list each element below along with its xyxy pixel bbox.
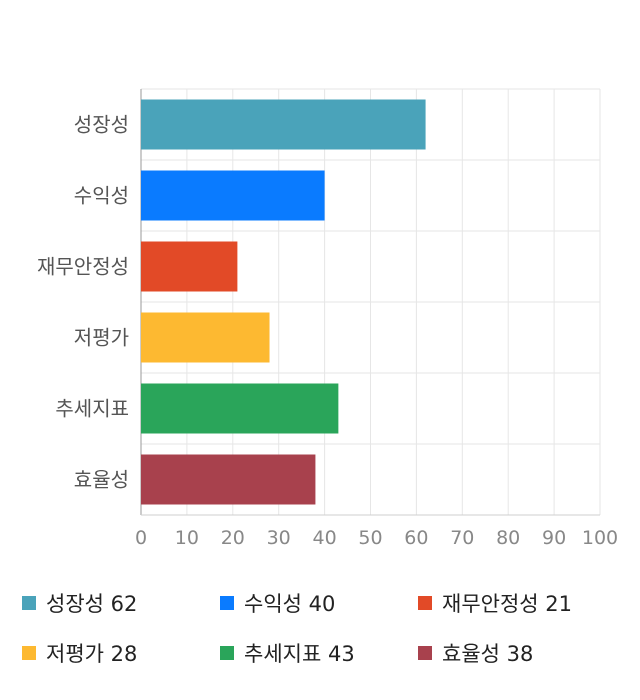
legend-item-stability: 재무안정성 21 [418,588,572,618]
category-label: 재무안정성 [37,255,129,279]
x-tick-label: 40 [313,527,337,549]
x-tick-label: 100 [582,527,618,549]
x-tick-label: 70 [450,527,474,549]
x-tick-label: 90 [542,527,566,549]
bar-4 [141,383,339,434]
x-tick-label: 10 [175,527,199,549]
bar-0 [141,99,426,150]
bar-5 [141,454,316,505]
x-tick-label: 20 [221,527,245,549]
legend-swatch [418,646,432,660]
legend-label: 수익성 40 [244,592,336,616]
legend-item-efficiency: 효율성 38 [418,638,533,668]
x-tick-label: 50 [358,527,382,549]
bar-1 [141,170,325,221]
legend-swatch [220,596,234,610]
legend-item-undervalued: 저평가 28 [22,638,137,668]
legend-swatch [418,596,432,610]
legend-item-profitability: 수익성 40 [220,588,335,618]
bar-3 [141,312,270,363]
bar-2 [141,241,238,292]
legend-item-growth: 성장성 62 [22,588,137,618]
category-label: 성장성 [74,113,129,137]
x-tick-label: 0 [135,527,147,549]
x-tick-label: 30 [267,527,291,549]
legend-swatch [220,646,234,660]
legend-label: 추세지표 43 [244,642,355,666]
legend-swatch [22,646,36,660]
legend-swatch [22,596,36,610]
legend-item-trend: 추세지표 43 [220,638,355,668]
x-tick-label: 60 [404,527,428,549]
category-label: 수익성 [74,184,129,208]
legend-label: 저평가 28 [46,642,138,666]
category-label: 저평가 [74,326,129,350]
legend-label: 효율성 38 [442,642,534,666]
category-label: 추세지표 [55,397,129,421]
legend-label: 재무안정성 21 [442,592,573,616]
x-tick-label: 80 [496,527,520,549]
category-label: 효율성 [74,468,129,492]
legend-label: 성장성 62 [46,592,138,616]
